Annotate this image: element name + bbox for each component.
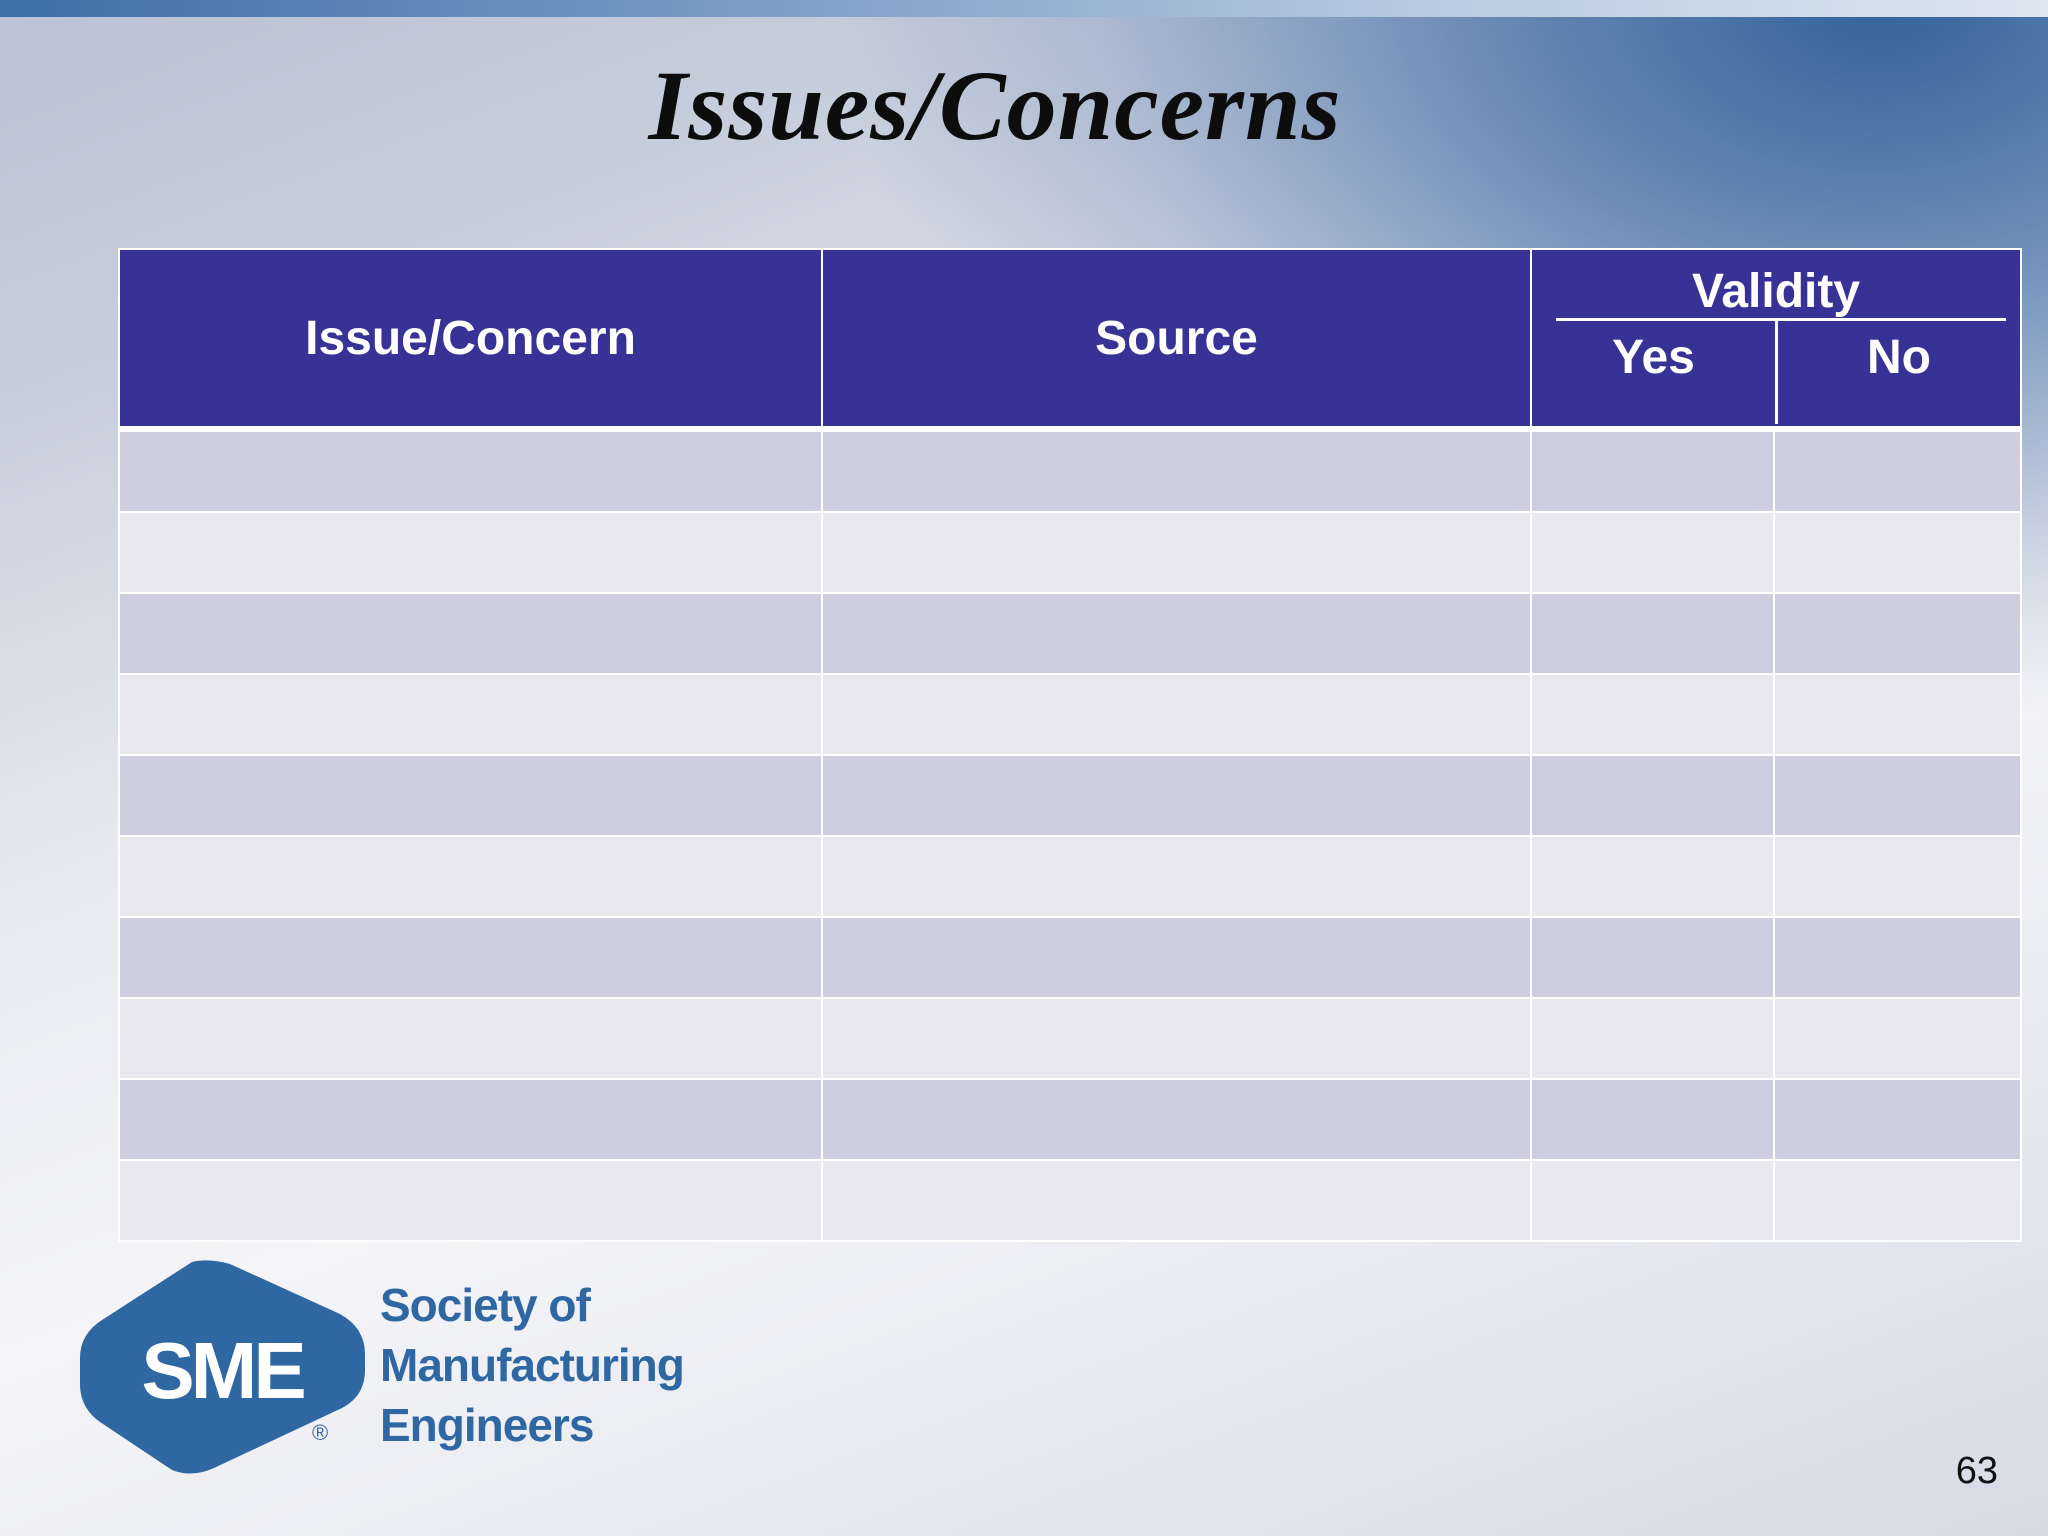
issue-cell[interactable] [118, 426, 823, 513]
validity-yes-cell[interactable] [1530, 592, 1775, 675]
table-row [118, 1159, 2022, 1242]
issue-cell[interactable] [118, 835, 823, 918]
validity-yes-cell[interactable] [1530, 916, 1775, 999]
validity-yes-cell[interactable] [1530, 1078, 1775, 1161]
header-yes: Yes [1612, 331, 1695, 384]
validity-yes-cell[interactable] [1530, 1159, 1775, 1242]
header-validity-group: Validity Yes No [1530, 248, 2022, 430]
validity-yes-cell[interactable] [1530, 426, 1775, 513]
table-row [118, 673, 2022, 756]
validity-yes-cell[interactable] [1530, 511, 1775, 594]
issue-cell[interactable] [118, 754, 823, 837]
table-row [118, 997, 2022, 1080]
table-row [118, 511, 2022, 594]
wordmark-line-2: Manufacturing [380, 1339, 685, 1391]
page-number: 63 [1955, 1450, 1998, 1492]
source-cell[interactable] [821, 835, 1532, 918]
source-cell[interactable] [821, 673, 1532, 756]
table-row [118, 916, 2022, 999]
source-cell[interactable] [821, 592, 1532, 675]
source-cell[interactable] [821, 916, 1532, 999]
validity-no-cell[interactable] [1773, 1159, 2022, 1242]
source-cell[interactable] [821, 997, 1532, 1080]
source-cell[interactable] [821, 754, 1532, 837]
validity-no-cell[interactable] [1773, 673, 2022, 756]
sme-diamond-shape [80, 1260, 365, 1474]
sme-wordmark: Society of Manufacturing Engineers [380, 1275, 685, 1455]
validity-no-cell[interactable] [1773, 426, 2022, 513]
source-cell[interactable] [821, 426, 1532, 513]
table-row [118, 835, 2022, 918]
sme-mark-text: SME [141, 1326, 304, 1415]
validity-no-cell[interactable] [1773, 754, 2022, 837]
top-accent-strip [0, 0, 2048, 17]
validity-no-cell[interactable] [1773, 835, 2022, 918]
header-validity: Validity [1691, 265, 1861, 318]
slide-title: Issues/Concerns [648, 50, 1342, 161]
header-source: Source [821, 248, 1532, 430]
validity-divider [1775, 321, 1778, 424]
wordmark-line-1: Society of [380, 1279, 591, 1331]
header-issue-concern: Issue/Concern [118, 248, 823, 430]
validity-no-cell[interactable] [1773, 1078, 2022, 1161]
source-cell[interactable] [821, 511, 1532, 594]
validity-no-cell[interactable] [1773, 916, 2022, 999]
table-row [118, 426, 2022, 513]
table-header-row: Issue/Concern Source Validity Yes No [118, 248, 2022, 430]
validity-no-cell[interactable] [1773, 592, 2022, 675]
source-cell[interactable] [821, 1159, 1532, 1242]
sme-logo: SME ® [80, 1260, 365, 1474]
validity-no-cell[interactable] [1773, 511, 2022, 594]
issue-cell[interactable] [118, 673, 823, 756]
validity-yes-cell[interactable] [1530, 997, 1775, 1080]
issue-cell[interactable] [118, 1078, 823, 1161]
issues-table: Issue/Concern Source Validity Yes No [118, 248, 2022, 1242]
header-no: No [1867, 331, 1931, 384]
issue-cell[interactable] [118, 997, 823, 1080]
issue-cell[interactable] [118, 1159, 823, 1242]
registered-mark: ® [312, 1420, 328, 1445]
table-row [118, 754, 2022, 837]
issue-cell[interactable] [118, 511, 823, 594]
table-row [118, 592, 2022, 675]
validity-yes-cell[interactable] [1530, 754, 1775, 837]
issue-cell[interactable] [118, 592, 823, 675]
table-body [118, 426, 2022, 1242]
validity-no-cell[interactable] [1773, 997, 2022, 1080]
validity-yes-cell[interactable] [1530, 673, 1775, 756]
validity-yes-cell[interactable] [1530, 835, 1775, 918]
table-row [118, 1078, 2022, 1161]
validity-underline [1556, 318, 2006, 321]
wordmark-line-3: Engineers [380, 1399, 594, 1451]
source-cell[interactable] [821, 1078, 1532, 1161]
issue-cell[interactable] [118, 916, 823, 999]
